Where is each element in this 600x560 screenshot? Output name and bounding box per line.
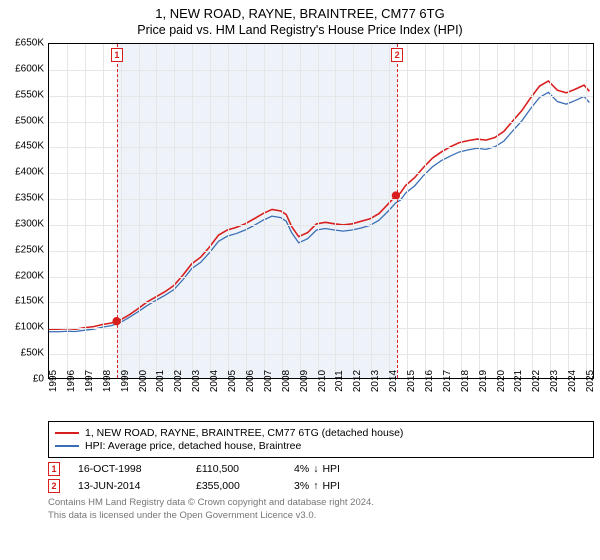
- legend-label: 1, NEW ROAD, RAYNE, BRAINTREE, CM77 6TG …: [85, 427, 403, 439]
- sale-delta-pct: 4%: [294, 463, 309, 475]
- x-tick-label: 2001: [155, 370, 166, 392]
- y-tick-label: £200K: [15, 270, 44, 281]
- x-tick-label: 2022: [531, 370, 542, 392]
- x-tick-label: 1995: [48, 370, 59, 392]
- sale-delta-label: HPI: [322, 463, 340, 475]
- x-tick-label: 1996: [66, 370, 77, 392]
- legend-label: HPI: Average price, detached house, Brai…: [85, 440, 301, 452]
- y-tick-label: £350K: [15, 193, 44, 204]
- footer-line-1: Contains HM Land Registry data © Crown c…: [48, 497, 594, 510]
- y-tick-label: £450K: [15, 141, 44, 152]
- x-tick-label: 2005: [227, 370, 238, 392]
- x-tick-label: 2019: [478, 370, 489, 392]
- x-tick-label: 2006: [245, 370, 256, 392]
- chart-subtitle: Price paid vs. HM Land Registry's House …: [6, 23, 594, 37]
- y-tick-label: £100K: [15, 322, 44, 333]
- x-tick-label: 1997: [84, 370, 95, 392]
- series-hpi: [49, 92, 589, 331]
- x-tick-label: 2008: [281, 370, 292, 392]
- x-tick-label: 2023: [549, 370, 560, 392]
- y-tick-label: £150K: [15, 296, 44, 307]
- legend: 1, NEW ROAD, RAYNE, BRAINTREE, CM77 6TG …: [48, 421, 594, 458]
- sale-price: £110,500: [196, 463, 276, 475]
- sale-marker-badge: 2: [391, 48, 403, 62]
- x-tick-label: 2013: [370, 370, 381, 392]
- x-tick-label: 2016: [424, 370, 435, 392]
- sale-row-badge: 1: [48, 462, 60, 476]
- sale-marker-line: [397, 44, 398, 378]
- x-tick-label: 1998: [102, 370, 113, 392]
- x-tick-label: 2009: [299, 370, 310, 392]
- y-tick-label: £550K: [15, 89, 44, 100]
- sale-marker-badge: 1: [111, 48, 123, 62]
- arrow-down-icon: ↓: [313, 463, 318, 475]
- x-tick-label: 2007: [263, 370, 274, 392]
- x-tick-label: 1999: [120, 370, 131, 392]
- x-tick-label: 2012: [352, 370, 363, 392]
- y-tick-label: £0: [33, 374, 44, 385]
- legend-swatch: [55, 445, 79, 447]
- x-tick-label: 2015: [406, 370, 417, 392]
- x-tick-label: 2020: [496, 370, 507, 392]
- sale-delta: 4% ↓ HPI: [294, 463, 340, 475]
- y-tick-label: £500K: [15, 115, 44, 126]
- chart-title: 1, NEW ROAD, RAYNE, BRAINTREE, CM77 6TG: [6, 6, 594, 21]
- sale-row: 2 13-JUN-2014 £355,000 3% ↑ HPI: [48, 479, 594, 493]
- x-tick-label: 2004: [209, 370, 220, 392]
- sale-delta-label: HPI: [322, 480, 340, 492]
- sale-delta-pct: 3%: [294, 480, 309, 492]
- footer-attribution: Contains HM Land Registry data © Crown c…: [48, 497, 594, 523]
- x-tick-label: 2024: [567, 370, 578, 392]
- x-tick-label: 2018: [460, 370, 471, 392]
- sales-table: 1 16-OCT-1998 £110,500 4% ↓ HPI 2 13-JUN-2014 £3…: [48, 462, 594, 493]
- x-tick-label: 2002: [173, 370, 184, 392]
- sale-date: 13-JUN-2014: [78, 480, 178, 492]
- sale-row: 1 16-OCT-1998 £110,500 4% ↓ HPI: [48, 462, 594, 476]
- legend-item: 1, NEW ROAD, RAYNE, BRAINTREE, CM77 6TG …: [55, 427, 587, 439]
- series-price_paid: [49, 81, 589, 329]
- legend-swatch: [55, 432, 79, 434]
- x-tick-label: 2014: [388, 370, 399, 392]
- plot-area: 12: [48, 43, 594, 379]
- x-tick-label: 2017: [442, 370, 453, 392]
- x-tick-label: 2021: [513, 370, 524, 392]
- footer-line-2: This data is licensed under the Open Gov…: [48, 510, 594, 523]
- y-tick-label: £600K: [15, 63, 44, 74]
- y-tick-label: £650K: [15, 38, 44, 49]
- x-tick-label: 2010: [317, 370, 328, 392]
- chart-container: 1, NEW ROAD, RAYNE, BRAINTREE, CM77 6TG …: [0, 0, 600, 527]
- y-tick-label: £250K: [15, 244, 44, 255]
- x-tick-label: 2025: [585, 370, 596, 392]
- y-tick-label: £50K: [21, 348, 44, 359]
- x-tick-label: 2011: [334, 370, 345, 392]
- legend-item: HPI: Average price, detached house, Brai…: [55, 440, 587, 452]
- sale-row-badge: 2: [48, 479, 60, 493]
- sale-price: £355,000: [196, 480, 276, 492]
- x-tick-label: 2000: [138, 370, 149, 392]
- y-axis: £0£50K£100K£150K£200K£250K£300K£350K£400…: [6, 43, 48, 379]
- sale-date: 16-OCT-1998: [78, 463, 178, 475]
- x-tick-label: 2003: [191, 370, 202, 392]
- y-tick-label: £300K: [15, 218, 44, 229]
- y-tick-label: £400K: [15, 167, 44, 178]
- chart-area: £0£50K£100K£150K£200K£250K£300K£350K£400…: [6, 43, 594, 379]
- sale-delta: 3% ↑ HPI: [294, 480, 340, 492]
- x-axis: 1995199619971998199920002001200220032004…: [48, 379, 594, 415]
- arrow-up-icon: ↑: [313, 480, 318, 492]
- sale-marker-line: [117, 44, 118, 378]
